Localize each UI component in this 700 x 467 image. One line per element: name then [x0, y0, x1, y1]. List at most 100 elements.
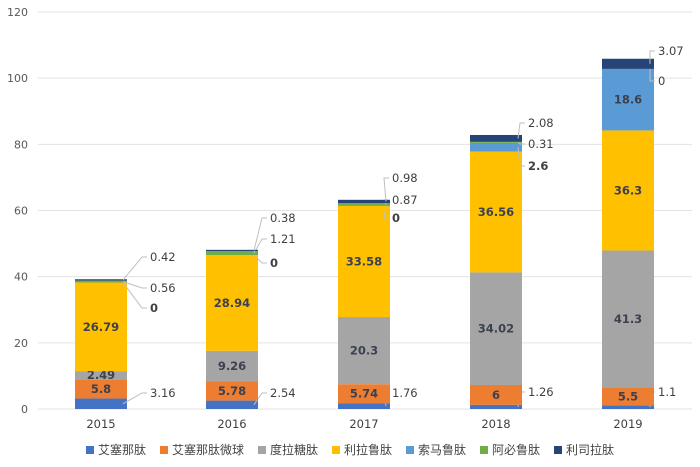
legend-swatch [406, 445, 414, 454]
data-label: 0 [658, 74, 665, 88]
leader-line [253, 238, 267, 254]
y-tick-label: 20 [14, 337, 28, 350]
data-label: 5.8 [91, 382, 111, 396]
x-tick-label: 2019 [613, 417, 642, 431]
legend-swatch [331, 445, 340, 454]
leader-line [649, 68, 655, 82]
data-label: 3.07 [658, 44, 684, 58]
bar-segment [470, 404, 522, 409]
data-label: 20.3 [350, 344, 378, 358]
leader-line [649, 50, 655, 64]
chart-plot: 0204060801001203.165.82.4926.7900.560.42… [7, 6, 692, 431]
bar-segment [338, 199, 390, 204]
legend-item: 艾塞那肽 [85, 441, 146, 458]
bar-segment [470, 134, 522, 142]
y-tick-label: 0 [21, 403, 28, 416]
bar-segment [470, 384, 522, 405]
legend-swatch [480, 445, 489, 454]
x-tick-label: 2017 [349, 417, 378, 431]
legend: 艾塞那肽 艾塞那肽微球 度拉糖肽 利拉鲁肽 索马鲁肽 阿必鲁肽 利司拉肽 [0, 441, 700, 458]
data-label: 0.87 [392, 193, 418, 207]
bar-segment [602, 250, 654, 388]
data-label: 9.26 [218, 359, 246, 373]
leader-line [122, 256, 147, 281]
legend-swatch [554, 445, 563, 454]
legend-item: 索马鲁肽 [406, 441, 466, 458]
legend-label: 艾塞那肽 [97, 443, 146, 457]
legend-label: 利司拉肽 [566, 443, 615, 457]
bar-segment [75, 282, 127, 372]
data-label: 0.98 [392, 171, 418, 185]
leader-line [517, 141, 525, 145]
bar-segment [206, 255, 258, 351]
data-label: 5.74 [350, 387, 378, 401]
data-label: 6 [492, 388, 500, 402]
leader-line [253, 217, 267, 251]
bar-segment [206, 350, 258, 382]
bar-segment [602, 58, 654, 69]
legend-swatch [85, 445, 94, 454]
y-tick-label: 100 [7, 72, 28, 85]
data-label: 0.42 [150, 250, 176, 264]
legend-label: 利拉鲁肽 [343, 443, 392, 457]
bar-segment [470, 141, 522, 143]
leader-line [253, 254, 267, 264]
data-label: 26.79 [83, 320, 119, 334]
data-label: 0.31 [528, 137, 554, 151]
leader-line [517, 147, 525, 167]
data-label: 33.58 [346, 254, 382, 268]
data-label: 5.5 [618, 389, 638, 403]
bar-segment [75, 371, 127, 380]
bar-segment [602, 130, 654, 251]
y-tick-label: 80 [14, 138, 28, 151]
bar-segment [602, 405, 654, 409]
bar-segment [470, 272, 522, 385]
leader-line [122, 282, 147, 309]
legend-label: 度拉糖肽 [269, 443, 318, 457]
bar-segment [338, 403, 390, 409]
legend-item: 度拉糖肽 [257, 441, 318, 458]
leader-line [517, 122, 525, 139]
data-label: 1.1 [658, 385, 676, 399]
bar-segment [75, 398, 127, 409]
data-label: 28.94 [214, 296, 250, 310]
bar-segment [470, 142, 522, 152]
y-tick-label: 60 [14, 205, 28, 218]
data-label: 34.02 [478, 322, 514, 336]
bar-segment [206, 251, 258, 256]
bar-segment [338, 203, 390, 206]
y-tick-label: 120 [7, 6, 28, 19]
data-label: 41.3 [614, 312, 642, 326]
legend-item: 艾塞那肽微球 [159, 441, 244, 458]
bar-segment [470, 151, 522, 273]
legend-label: 阿必鲁肽 [492, 443, 541, 457]
legend-label: 艾塞那肽微球 [171, 443, 244, 457]
leader-line [122, 281, 147, 289]
data-label: 2.49 [87, 368, 115, 382]
bar-segment [602, 68, 654, 131]
data-label: 0 [270, 256, 278, 270]
leader-line [253, 392, 267, 406]
bar-segment [602, 387, 654, 406]
data-label: 0 [150, 301, 158, 315]
data-label: 1.76 [392, 386, 418, 400]
legend-label: 索马鲁肽 [418, 443, 467, 457]
bar-segment [206, 381, 258, 401]
data-label: 0 [392, 211, 400, 225]
data-label: 18.6 [614, 93, 642, 107]
data-label: 3.16 [150, 386, 176, 400]
data-label: 2.08 [528, 116, 554, 130]
x-tick-label: 2016 [217, 417, 246, 431]
x-tick-label: 2015 [86, 417, 115, 431]
legend-item: 利司拉肽 [554, 441, 614, 458]
bar-segment [338, 317, 390, 385]
data-label: 1.26 [528, 385, 554, 399]
y-tick-label: 40 [14, 271, 28, 284]
leader-line [383, 177, 389, 202]
data-label: 2.6 [528, 159, 548, 173]
bar-segment [75, 279, 127, 281]
bar-segment [206, 400, 258, 409]
data-label: 2.54 [270, 386, 296, 400]
data-label: 36.3 [614, 183, 642, 197]
